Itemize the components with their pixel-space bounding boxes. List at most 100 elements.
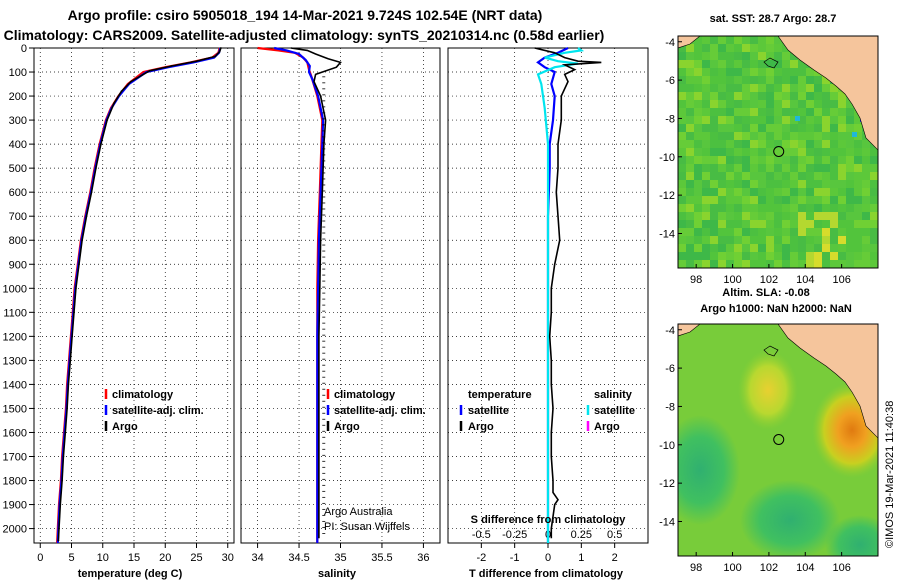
sst-cell (790, 204, 798, 212)
sst-cell (870, 148, 878, 156)
sst-cell (758, 132, 766, 140)
sst-cell (734, 220, 742, 228)
sst-cell (742, 36, 750, 44)
argo-point (120, 90, 123, 93)
sst-cell (782, 220, 790, 228)
sst-cell (862, 172, 870, 180)
sst-cell (822, 252, 830, 260)
sst-cell (798, 116, 806, 124)
y-tick-label: 0 (21, 43, 27, 55)
argo-point (113, 102, 115, 105)
sst-cell (830, 140, 838, 148)
sst-cell (742, 140, 750, 148)
sst-cell (870, 260, 878, 268)
sst-cell (734, 52, 742, 60)
sst-cell (758, 188, 766, 196)
sst-cell (830, 156, 838, 164)
sst-cell (774, 196, 782, 204)
sst-cell (710, 116, 718, 124)
sst-cell (774, 188, 782, 196)
sst-cell (798, 68, 806, 76)
sst-cell (806, 92, 814, 100)
sst-cell (774, 156, 782, 164)
sst-cell (862, 212, 870, 220)
sst-cell (822, 180, 830, 188)
sst-cell (806, 180, 814, 188)
sst-cell (806, 76, 814, 84)
sst-cell (694, 148, 702, 156)
sst-cell (742, 148, 750, 156)
sst-cell (758, 252, 766, 260)
sst-cell (726, 36, 734, 44)
sst-cell (710, 60, 718, 68)
sst-cell (742, 108, 750, 116)
sst-cell (694, 228, 702, 236)
argo-point (78, 263, 80, 266)
sst-cell (830, 180, 838, 188)
sst-cell (766, 76, 774, 84)
legend-label: Argo (334, 421, 360, 433)
sst-cell (806, 172, 814, 180)
sst-cell (838, 228, 846, 236)
sst-cell (758, 172, 766, 180)
sst-cell (870, 220, 878, 228)
sst-cell (806, 204, 814, 212)
y-tick-label: 1200 (3, 331, 27, 343)
sst-cell (830, 164, 838, 172)
argo-point (99, 143, 102, 146)
x-tick-label: -2 (476, 552, 486, 564)
sst-argo-position-marker (773, 146, 785, 158)
argo-point (219, 47, 222, 49)
sst-cell (710, 180, 718, 188)
x-tick-label: 1 (578, 552, 584, 564)
sst-cell (822, 156, 830, 164)
sst-cell (718, 44, 726, 52)
sst-cell (702, 204, 710, 212)
sst-cell (758, 68, 766, 76)
sst-cell (814, 196, 822, 204)
sst-cell (830, 100, 838, 108)
sst-cell (694, 260, 702, 268)
sst-cell (710, 132, 718, 140)
argo-point (62, 455, 65, 458)
sla-map-frame (677, 323, 879, 557)
sst-cell (774, 84, 782, 92)
sst-cell (710, 100, 718, 108)
sst-cell (718, 260, 726, 268)
sst-cell (766, 228, 774, 236)
sst-cell (766, 148, 774, 156)
sst-cell (854, 188, 862, 196)
sst-cell (854, 132, 862, 140)
sst-cell (726, 76, 734, 84)
s-tick-label: -0.25 (502, 529, 527, 541)
sst-cell (782, 188, 790, 196)
sst-cell (798, 92, 806, 100)
salinity-panel: 34 34.5 35 35.5 36 salinity climatology satel… (240, 46, 441, 580)
sst-cell (758, 100, 766, 108)
sst-cell (750, 244, 758, 252)
y-tick-label: 700 (9, 211, 27, 223)
sst-cell (774, 52, 782, 60)
x-tick-label: 34.5 (288, 552, 309, 564)
sst-cell (806, 140, 814, 148)
sst-cell (734, 116, 742, 124)
sst-cell (734, 92, 742, 100)
sst-cell (806, 84, 814, 92)
sst-cell (862, 204, 870, 212)
sst-cell (774, 92, 782, 100)
sst-cell (686, 244, 694, 252)
sst-cell (702, 212, 710, 220)
sst-cell (870, 212, 878, 220)
argo-point (58, 527, 60, 530)
sst-cell (694, 52, 702, 60)
difference-panel: -2 -1 0 1 2 -0.5 -0.25 0 0.25 0.5 S difference f… (447, 47, 649, 580)
sst-cell (790, 76, 798, 84)
y-tick-label: 100 (9, 67, 27, 79)
sst-cell (742, 196, 750, 204)
sst-cell (782, 156, 790, 164)
sst-cell (838, 100, 846, 108)
sst-cell (846, 164, 854, 172)
sst-cell (750, 164, 758, 172)
sst-cell (790, 260, 798, 268)
sst-cell (678, 220, 686, 228)
